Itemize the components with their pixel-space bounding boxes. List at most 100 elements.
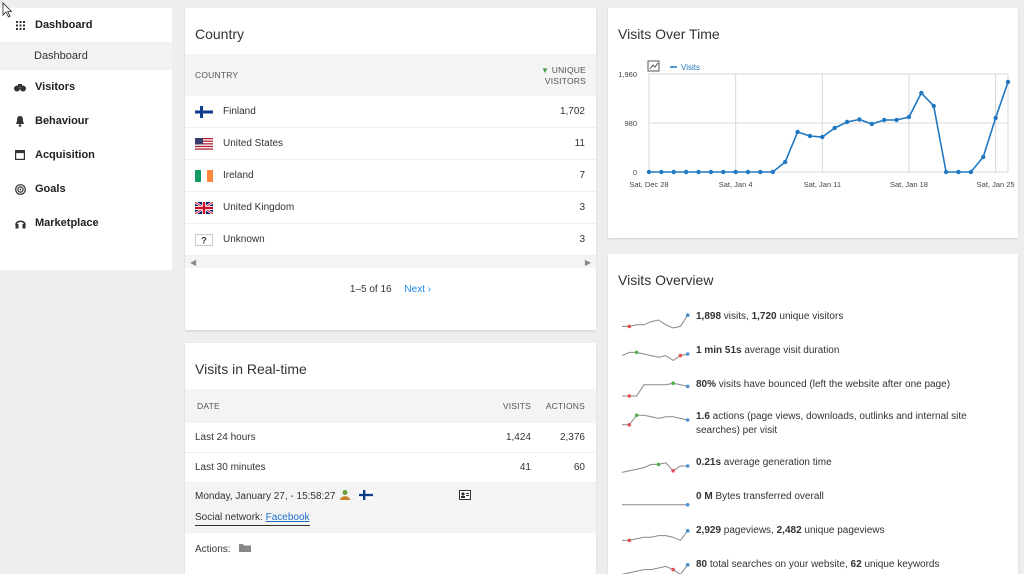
scroll-right-icon[interactable]: ▶ [584, 257, 591, 267]
data-point[interactable] [696, 169, 701, 175]
sparkline-last-point [685, 563, 690, 567]
sparkline-max-point [656, 462, 661, 467]
column-header-visits[interactable]: VISITS [502, 401, 531, 411]
sparkline-min-point [627, 324, 632, 329]
data-point[interactable] [919, 90, 924, 96]
chart-type-icon[interactable] [647, 60, 660, 72]
data-point[interactable] [659, 169, 664, 175]
data-point[interactable] [981, 154, 986, 160]
y-tick-label: 980 [624, 119, 637, 128]
data-point[interactable] [671, 169, 676, 175]
table-row[interactable]: United Kingdom 3 [185, 192, 596, 224]
overview-metric-text: 1,898 visits, 1,720 unique visitors [696, 310, 843, 324]
scroll-left-icon[interactable]: ◀ [190, 257, 197, 267]
y-tick-label: 1,960 [618, 70, 637, 79]
table-row[interactable]: Ireland 7 [185, 160, 596, 192]
returning-visitor-icon [339, 489, 351, 504]
binoculars-icon [14, 81, 26, 93]
folder-icon[interactable] [239, 544, 252, 555]
metric-label: unique pageviews [801, 525, 885, 536]
data-point[interactable] [869, 121, 875, 127]
sparkline-line [621, 351, 688, 361]
table-row[interactable]: Finland 1,702 [185, 96, 596, 128]
next-page-link[interactable]: Next › [404, 284, 432, 295]
sparkline-last-point [685, 464, 690, 468]
data-point[interactable] [931, 103, 936, 109]
data-point[interactable] [1005, 79, 1011, 85]
column-header-date[interactable]: DATE [197, 401, 220, 411]
visit-timestamp: Monday, January 27, - 15:58:27 [195, 491, 336, 502]
sparkline[interactable] [620, 456, 690, 476]
visitor-log-entry: Monday, January 27, - 15:58:27 Social ne… [185, 483, 596, 533]
realtime-period: Last 24 hours [195, 432, 256, 443]
data-point[interactable] [820, 134, 825, 140]
data-point[interactable] [844, 119, 850, 125]
x-tick-label: Sat, Jan 25 [977, 180, 1015, 189]
data-point[interactable] [782, 159, 788, 165]
data-point[interactable] [683, 169, 689, 175]
horizontal-scrollbar[interactable]: ◀ ▶ [185, 256, 596, 268]
data-point[interactable] [733, 169, 738, 175]
data-point[interactable] [807, 133, 813, 139]
data-point[interactable] [721, 169, 726, 175]
sparkline-min-point [671, 567, 675, 572]
data-point[interactable] [882, 117, 887, 123]
column-header-actions[interactable]: ACTIONS [545, 401, 585, 411]
sidebar-item-behaviour[interactable]: Behaviour [0, 104, 172, 138]
data-point[interactable] [758, 169, 763, 175]
data-point[interactable] [956, 169, 961, 175]
metric-value: 1.6 [696, 411, 710, 422]
visitor-profile-icon[interactable] [459, 490, 472, 503]
sparkline[interactable] [620, 558, 690, 574]
sidebar-item-label: Visitors [35, 81, 76, 93]
metric-label: visits have bounced (left the website af… [716, 379, 951, 390]
metric-label: unique visitors [776, 311, 844, 322]
data-point[interactable] [795, 129, 800, 135]
data-point[interactable] [646, 169, 652, 175]
sidebar-item-marketplace[interactable]: Marketplace [0, 206, 172, 240]
overview-metric-text: 80 total searches on your website, 62 un… [696, 558, 940, 572]
sparkline[interactable] [620, 490, 690, 510]
x-tick-label: Sat, Dec 28 [629, 180, 668, 189]
headset-icon [14, 217, 26, 229]
table-row[interactable]: Last 24 hours 1,424 2,376 [185, 423, 596, 453]
data-point[interactable] [943, 169, 949, 175]
overview-metric-row: 0 M Bytes transferred overall [620, 490, 1010, 510]
data-point[interactable] [708, 169, 714, 175]
table-row[interactable]: Last 30 minutes 41 60 [185, 453, 596, 483]
sidebar-subitem-dashboard[interactable]: Dashboard [0, 42, 172, 70]
data-point[interactable] [993, 115, 998, 121]
overview-metric-row: 0.21s average generation time [620, 456, 1010, 476]
column-header-unique-visitors[interactable]: ▼ UNIQUE VISITORS [541, 64, 586, 86]
sparkline[interactable] [620, 310, 690, 330]
sparkline[interactable] [620, 344, 690, 364]
overview-metric-row: 80% visits have bounced (left the websit… [620, 378, 1010, 398]
legend-visits[interactable]: Visits [681, 63, 700, 72]
sidebar-item-label: Goals [35, 183, 66, 195]
data-point[interactable] [906, 114, 912, 120]
sparkline-line [622, 382, 688, 397]
referrer-link[interactable]: Facebook [265, 512, 310, 523]
sidebar-item-visitors[interactable]: Visitors [0, 70, 172, 104]
sparkline[interactable] [620, 410, 690, 430]
country-value: 1,702 [559, 106, 585, 117]
data-point[interactable] [770, 169, 775, 175]
sidebar-item-label: Dashboard [35, 19, 93, 31]
data-point[interactable] [745, 169, 751, 175]
sidebar-item-label: Acquisition [35, 149, 95, 161]
table-row[interactable]: ? Unknown 3 [185, 224, 596, 256]
data-point[interactable] [968, 169, 974, 175]
sparkline-min-point [627, 538, 632, 543]
metric-label: visits, [721, 311, 752, 322]
column-header-country[interactable]: COUNTRY [195, 70, 239, 80]
metric-label: actions (page views, downloads, outlinks… [696, 411, 967, 436]
data-point[interactable] [894, 117, 899, 123]
data-point[interactable] [832, 125, 837, 131]
sidebar-item-goals[interactable]: Goals [0, 172, 172, 206]
sidebar-item-acquisition[interactable]: Acquisition [0, 138, 172, 172]
sparkline[interactable] [620, 378, 690, 398]
sidebar-item-dashboard[interactable]: Dashboard [0, 8, 172, 42]
table-row[interactable]: United States 11 [185, 128, 596, 160]
sparkline[interactable] [620, 524, 690, 544]
data-point[interactable] [857, 117, 862, 122]
